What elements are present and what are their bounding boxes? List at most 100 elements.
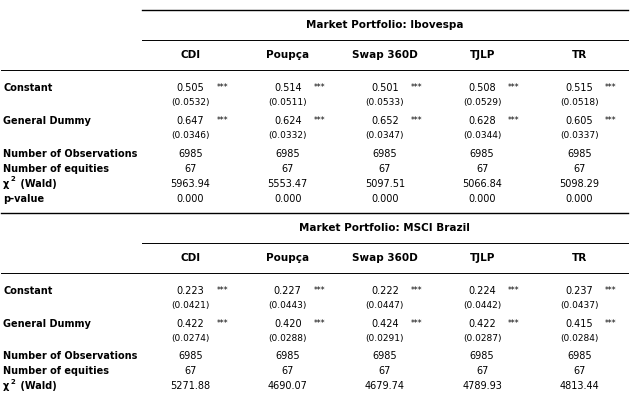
Text: (0.0346): (0.0346) <box>171 131 210 140</box>
Text: 0.000: 0.000 <box>468 194 496 204</box>
Text: Swap 360D: Swap 360D <box>352 253 418 263</box>
Text: ***: *** <box>411 286 422 295</box>
Text: Number of equities: Number of equities <box>3 164 109 174</box>
Text: (0.0529): (0.0529) <box>463 99 502 107</box>
Text: 6985: 6985 <box>275 351 300 362</box>
Text: ***: *** <box>605 84 616 92</box>
Text: Number of Observations: Number of Observations <box>3 148 138 159</box>
Text: 67: 67 <box>281 366 294 377</box>
Text: (0.0344): (0.0344) <box>463 131 501 140</box>
Text: Market Portfolio: Ibovespa: Market Portfolio: Ibovespa <box>306 20 464 30</box>
Text: 0.515: 0.515 <box>565 83 593 93</box>
Text: (0.0421): (0.0421) <box>172 301 209 310</box>
Text: 6985: 6985 <box>372 148 398 159</box>
Text: 6985: 6985 <box>178 148 203 159</box>
Text: 4813.44: 4813.44 <box>560 381 599 392</box>
Text: 0.422: 0.422 <box>177 318 204 329</box>
Text: 5097.51: 5097.51 <box>365 179 405 189</box>
Text: 5963.94: 5963.94 <box>170 179 211 189</box>
Text: 0.628: 0.628 <box>468 116 496 126</box>
Text: Constant: Constant <box>3 286 52 296</box>
Text: 0.505: 0.505 <box>177 83 204 93</box>
Text: 5271.88: 5271.88 <box>170 381 211 392</box>
Text: 67: 67 <box>573 164 586 174</box>
Text: (0.0291): (0.0291) <box>365 334 404 343</box>
Text: 67: 67 <box>184 366 197 377</box>
Text: ***: *** <box>605 116 616 125</box>
Text: ***: *** <box>411 116 422 125</box>
Text: 0.422: 0.422 <box>468 318 496 329</box>
Text: 67: 67 <box>281 164 294 174</box>
Text: ***: *** <box>216 286 228 295</box>
Text: 2: 2 <box>11 176 16 182</box>
Text: 5066.84: 5066.84 <box>462 179 502 189</box>
Text: TR: TR <box>572 50 587 60</box>
Text: ***: *** <box>216 116 228 125</box>
Text: 4690.07: 4690.07 <box>268 381 308 392</box>
Text: 6985: 6985 <box>178 351 203 362</box>
Text: ***: *** <box>411 319 422 328</box>
Text: 67: 67 <box>184 164 197 174</box>
Text: Constant: Constant <box>3 83 52 93</box>
Text: 0.508: 0.508 <box>468 83 496 93</box>
Text: 6985: 6985 <box>469 351 495 362</box>
Text: TR: TR <box>572 253 587 263</box>
Text: (0.0288): (0.0288) <box>268 334 307 343</box>
Text: ***: *** <box>411 84 422 92</box>
Text: 0.652: 0.652 <box>371 116 399 126</box>
Text: (Wald): (Wald) <box>17 179 57 189</box>
Text: (0.0437): (0.0437) <box>560 301 599 310</box>
Text: Poupça: Poupça <box>266 50 309 60</box>
Text: General Dummy: General Dummy <box>3 318 91 329</box>
Text: (0.0532): (0.0532) <box>171 99 210 107</box>
Text: (0.0347): (0.0347) <box>365 131 404 140</box>
Text: Number of Observations: Number of Observations <box>3 351 138 362</box>
Text: 0.420: 0.420 <box>274 318 302 329</box>
Text: ***: *** <box>314 84 325 92</box>
Text: 0.415: 0.415 <box>565 318 593 329</box>
Text: (0.0287): (0.0287) <box>463 334 502 343</box>
Text: (0.0511): (0.0511) <box>268 99 307 107</box>
Text: ***: *** <box>216 84 228 92</box>
Text: 67: 67 <box>476 366 488 377</box>
Text: 2: 2 <box>11 379 16 385</box>
Text: p-value: p-value <box>3 194 44 204</box>
Text: (0.0274): (0.0274) <box>172 334 209 343</box>
Text: ***: *** <box>314 319 325 328</box>
Text: (Wald): (Wald) <box>17 381 57 392</box>
Text: χ: χ <box>3 179 9 189</box>
Text: 67: 67 <box>573 366 586 377</box>
Text: 0.000: 0.000 <box>274 194 302 204</box>
Text: Number of equities: Number of equities <box>3 366 109 377</box>
Text: ***: *** <box>508 319 519 328</box>
Text: 0.514: 0.514 <box>274 83 302 93</box>
Text: CDI: CDI <box>180 253 201 263</box>
Text: ***: *** <box>508 116 519 125</box>
Text: 0.501: 0.501 <box>371 83 399 93</box>
Text: 6985: 6985 <box>469 148 495 159</box>
Text: 0.224: 0.224 <box>468 286 496 296</box>
Text: 6985: 6985 <box>567 148 592 159</box>
Text: 0.237: 0.237 <box>565 286 593 296</box>
Text: 67: 67 <box>379 164 391 174</box>
Text: 4789.93: 4789.93 <box>462 381 502 392</box>
Text: ***: *** <box>314 286 325 295</box>
Text: 5553.47: 5553.47 <box>268 179 308 189</box>
Text: (0.0518): (0.0518) <box>560 99 599 107</box>
Text: 0.000: 0.000 <box>371 194 399 204</box>
Text: 0.000: 0.000 <box>177 194 204 204</box>
Text: 0.647: 0.647 <box>177 116 204 126</box>
Text: 6985: 6985 <box>275 148 300 159</box>
Text: ***: *** <box>605 286 616 295</box>
Text: Swap 360D: Swap 360D <box>352 50 418 60</box>
Text: 5098.29: 5098.29 <box>559 179 599 189</box>
Text: (0.0284): (0.0284) <box>560 334 598 343</box>
Text: χ: χ <box>3 381 9 392</box>
Text: (0.0443): (0.0443) <box>269 301 307 310</box>
Text: 67: 67 <box>379 366 391 377</box>
Text: General Dummy: General Dummy <box>3 116 91 126</box>
Text: TJLP: TJLP <box>469 253 495 263</box>
Text: Market Portfolio: MSCI Brazil: Market Portfolio: MSCI Brazil <box>300 223 470 233</box>
Text: 6985: 6985 <box>372 351 398 362</box>
Text: 0.605: 0.605 <box>565 116 593 126</box>
